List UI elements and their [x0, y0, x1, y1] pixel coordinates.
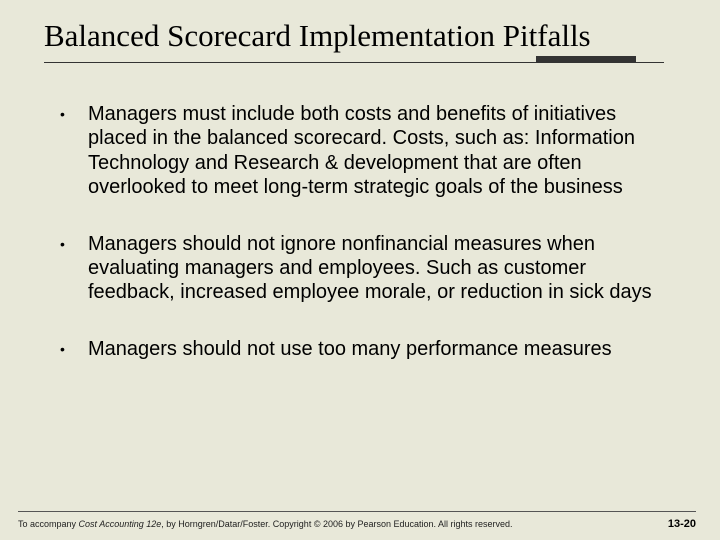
- slide: Balanced Scorecard Implementation Pitfal…: [0, 0, 720, 540]
- footer-suffix: , by Horngren/Datar/Foster. Copyright © …: [161, 519, 512, 529]
- footer-row: To accompany Cost Accounting 12e, by Hor…: [18, 518, 696, 530]
- bullet-list: Managers must include both costs and ben…: [56, 102, 672, 361]
- title-area: Balanced Scorecard Implementation Pitfal…: [0, 0, 720, 74]
- title-underline: [44, 60, 684, 74]
- slide-title: Balanced Scorecard Implementation Pitfal…: [44, 18, 684, 54]
- footer-attribution: To accompany Cost Accounting 12e, by Hor…: [18, 519, 513, 529]
- underline-thick: [536, 56, 636, 62]
- underline-thin: [44, 62, 664, 63]
- footer-prefix: To accompany: [18, 519, 79, 529]
- list-item: Managers should not ignore nonfinancial …: [56, 232, 672, 305]
- footer: To accompany Cost Accounting 12e, by Hor…: [0, 511, 720, 530]
- content-area: Managers must include both costs and ben…: [0, 74, 720, 361]
- page-number: 13-20: [668, 518, 696, 530]
- list-item: Managers should not use too many perform…: [56, 337, 672, 361]
- footer-divider: [18, 511, 696, 512]
- list-item: Managers must include both costs and ben…: [56, 102, 672, 200]
- footer-book-title: Cost Accounting 12e: [79, 519, 162, 529]
